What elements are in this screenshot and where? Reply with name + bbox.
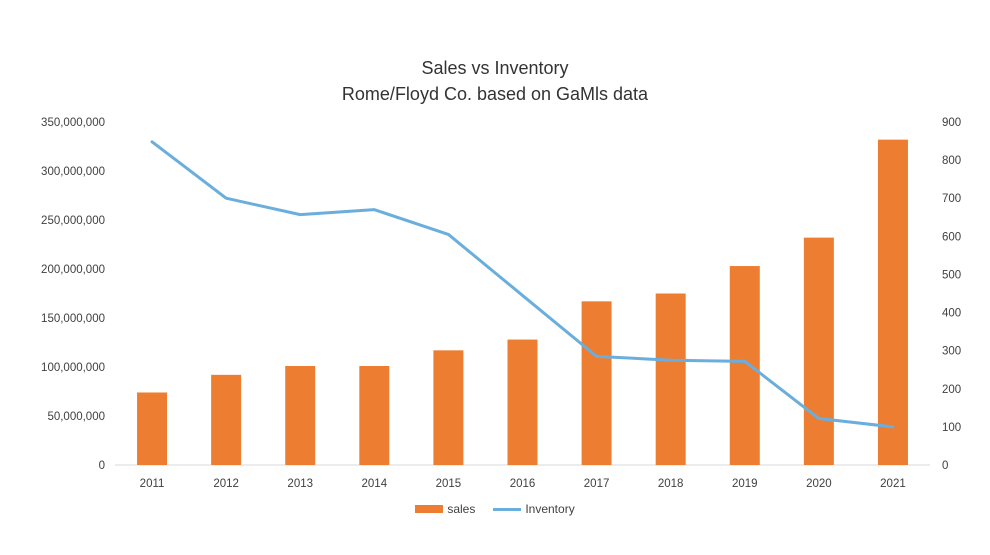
- y-right-tick-label: 800: [942, 155, 961, 167]
- bar-sales: [507, 339, 538, 465]
- y-right-tick-label: 0: [942, 460, 948, 472]
- y-right-tick-label: 400: [942, 308, 961, 320]
- x-tick-label: 2018: [658, 478, 684, 490]
- bar-sales: [359, 366, 390, 465]
- bar-sales: [655, 293, 686, 465]
- bar-sales: [803, 237, 834, 465]
- y-left-tick-label: 300,000,000: [41, 166, 105, 178]
- y-right-tick-label: 100: [942, 422, 961, 434]
- y-right-tick-label: 300: [942, 346, 961, 358]
- bar-sales: [137, 392, 168, 465]
- chart-legend: sales Inventory: [0, 502, 990, 516]
- y-right-tick-label: 600: [942, 231, 961, 243]
- y-right-tick-label: 700: [942, 193, 961, 205]
- legend-item-sales: sales: [415, 502, 475, 516]
- y-right-tick-label: 200: [942, 384, 961, 396]
- chart-subtitle: Rome/Floyd Co. based on GaMls data: [341, 84, 649, 104]
- legend-label-inventory: Inventory: [525, 502, 575, 516]
- x-tick-label: 2013: [287, 478, 313, 490]
- x-tick-label: 2012: [213, 478, 239, 490]
- x-tick-label: 2015: [436, 478, 462, 490]
- legend-label-sales: sales: [447, 502, 476, 516]
- x-tick-label: 2011: [140, 478, 165, 490]
- x-tick-label: 2019: [732, 478, 758, 490]
- bar-sales: [285, 366, 316, 465]
- x-tick-label: 2020: [806, 478, 832, 490]
- y-right-tick-label: 900: [942, 117, 961, 129]
- x-tick-label: 2017: [584, 478, 610, 490]
- legend-item-inventory: Inventory: [493, 502, 575, 516]
- x-tick-label: 2014: [362, 478, 388, 490]
- bar-sales: [877, 139, 908, 465]
- y-left-tick-label: 200,000,000: [41, 264, 105, 276]
- bar-sales: [729, 266, 760, 465]
- y-left-tick-label: 250,000,000: [41, 215, 105, 227]
- legend-swatch-sales: [415, 505, 444, 513]
- y-left-tick-label: 150,000,000: [41, 313, 105, 325]
- y-left-tick-label: 100,000,000: [41, 362, 105, 374]
- bar-sales: [433, 350, 464, 465]
- y-left-tick-label: 0: [99, 460, 105, 472]
- y-right-tick-label: 500: [942, 269, 961, 281]
- y-left-tick-label: 50,000,000: [47, 411, 105, 423]
- bar-sales: [581, 301, 612, 465]
- y-left-tick-label: 350,000,000: [41, 117, 105, 129]
- bar-sales: [211, 374, 242, 465]
- x-tick-label: 2021: [880, 478, 906, 490]
- x-tick-label: 2016: [510, 478, 536, 490]
- chart-title: Sales vs Inventory: [421, 58, 569, 78]
- legend-swatch-inventory: [493, 507, 522, 511]
